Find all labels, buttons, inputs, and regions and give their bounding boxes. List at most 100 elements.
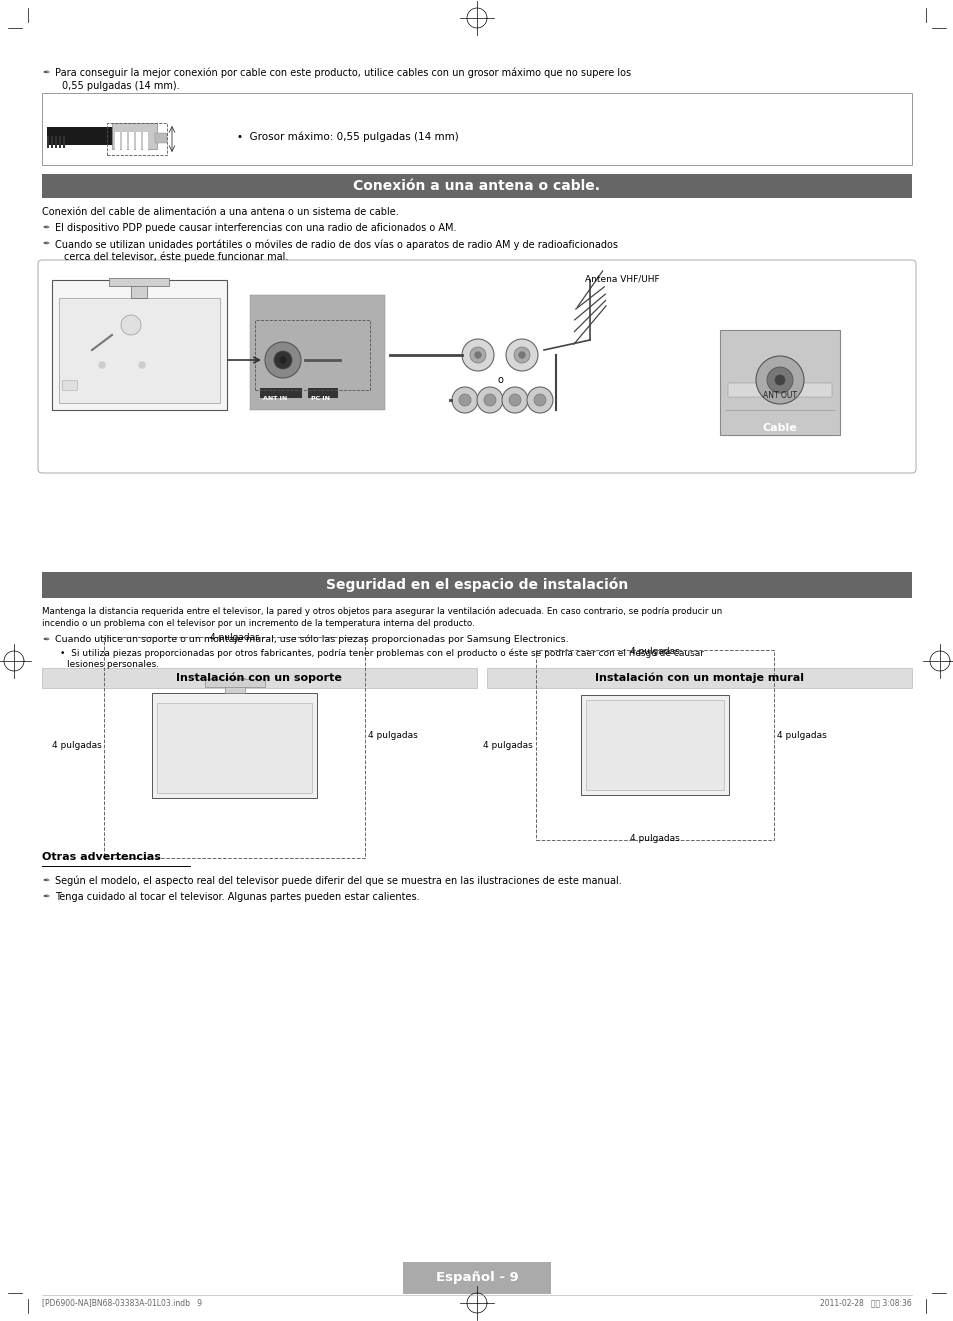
Bar bbox=[55, 136, 57, 148]
Text: ✒: ✒ bbox=[42, 239, 50, 248]
Circle shape bbox=[280, 357, 286, 363]
Text: 4 pulgadas: 4 pulgadas bbox=[483, 741, 533, 749]
Bar bbox=[115, 132, 120, 152]
Bar bbox=[63, 136, 65, 148]
Bar bbox=[254, 320, 370, 390]
Circle shape bbox=[461, 339, 494, 371]
Text: Tenga cuidado al tocar el televisor. Algunas partes pueden estar calientes.: Tenga cuidado al tocar el televisor. Alg… bbox=[55, 892, 419, 902]
Circle shape bbox=[534, 394, 545, 406]
Circle shape bbox=[774, 375, 784, 384]
Circle shape bbox=[505, 339, 537, 371]
Text: Cuando utilice un soporte o un montaje mural, use sólo las piezas proporcionadas: Cuando utilice un soporte o un montaje m… bbox=[55, 635, 568, 645]
Circle shape bbox=[475, 351, 480, 358]
Text: Instalación con un soporte: Instalación con un soporte bbox=[176, 672, 341, 683]
Circle shape bbox=[483, 394, 496, 406]
Bar bbox=[112, 123, 157, 149]
Bar bbox=[720, 330, 840, 435]
Bar bbox=[225, 678, 245, 692]
Bar bbox=[59, 299, 220, 403]
Circle shape bbox=[766, 367, 792, 394]
Text: incendio o un problema con el televisor por un incremento de la temperatura inte: incendio o un problema con el televisor … bbox=[42, 620, 475, 627]
Bar bbox=[260, 388, 302, 398]
Text: Conexión a una antena o cable.: Conexión a una antena o cable. bbox=[354, 180, 599, 193]
Circle shape bbox=[452, 387, 477, 413]
Circle shape bbox=[121, 314, 141, 336]
Text: ✒: ✒ bbox=[42, 67, 50, 77]
Text: ✒: ✒ bbox=[42, 892, 50, 901]
Text: 4 pulgadas: 4 pulgadas bbox=[630, 647, 679, 657]
Text: [PD6900-NA]BN68-03383A-01L03.indb   9: [PD6900-NA]BN68-03383A-01L03.indb 9 bbox=[42, 1299, 202, 1306]
Bar bbox=[42, 572, 911, 598]
Text: o: o bbox=[497, 375, 502, 384]
Text: PC IN: PC IN bbox=[311, 396, 330, 402]
Text: Para conseguir la mejor conexión por cable con este producto, utilice cables con: Para conseguir la mejor conexión por cab… bbox=[55, 67, 631, 78]
Bar bbox=[107, 123, 167, 155]
Circle shape bbox=[526, 387, 553, 413]
Text: 4 pulgadas: 4 pulgadas bbox=[776, 731, 826, 740]
Text: Antena VHF/UHF: Antena VHF/UHF bbox=[584, 275, 659, 284]
Circle shape bbox=[501, 387, 527, 413]
Text: 4 pulgadas: 4 pulgadas bbox=[210, 634, 259, 642]
Circle shape bbox=[265, 342, 301, 378]
Circle shape bbox=[274, 351, 292, 369]
Bar bbox=[585, 700, 723, 790]
Bar bbox=[727, 383, 831, 398]
Text: ✒: ✒ bbox=[42, 223, 50, 232]
Text: Cable: Cable bbox=[761, 423, 797, 433]
Text: Mantenga la distancia requerida entre el televisor, la pared y otros objetos par: Mantenga la distancia requerida entre el… bbox=[42, 608, 721, 617]
FancyBboxPatch shape bbox=[38, 260, 915, 473]
Text: 2011-02-28   오후 3:08:36: 2011-02-28 오후 3:08:36 bbox=[820, 1299, 911, 1306]
Bar bbox=[47, 127, 117, 145]
Bar bbox=[105, 637, 365, 857]
Text: 4 pulgadas: 4 pulgadas bbox=[630, 834, 679, 843]
Text: Cuando se utilizan unidades portátiles o móviles de radio de dos vías o aparatos: Cuando se utilizan unidades portátiles o… bbox=[55, 239, 618, 250]
Text: Otras advertencias: Otras advertencias bbox=[42, 852, 161, 863]
Bar bbox=[152, 692, 317, 798]
Text: •  Si utiliza piezas proporcionadas por otros fabricantes, podría tener problema: • Si utiliza piezas proporcionadas por o… bbox=[60, 649, 703, 658]
Circle shape bbox=[470, 347, 485, 363]
Bar bbox=[42, 668, 477, 688]
Circle shape bbox=[509, 394, 520, 406]
Circle shape bbox=[139, 362, 145, 369]
Bar bbox=[47, 136, 49, 148]
Circle shape bbox=[476, 387, 502, 413]
Text: Conexión del cable de alimentación a una antena o un sistema de cable.: Conexión del cable de alimentación a una… bbox=[42, 207, 398, 217]
Bar bbox=[131, 280, 147, 299]
Bar bbox=[42, 174, 911, 198]
Text: Según el modelo, el aspecto real del televisor puede diferir del que se muestra : Según el modelo, el aspecto real del tel… bbox=[55, 876, 621, 886]
Bar bbox=[205, 679, 265, 687]
Bar bbox=[250, 295, 385, 410]
Text: Español - 9: Español - 9 bbox=[436, 1272, 517, 1284]
Bar bbox=[52, 280, 227, 410]
Bar bbox=[42, 92, 911, 165]
Text: 4 pulgadas: 4 pulgadas bbox=[51, 741, 101, 749]
Bar bbox=[122, 132, 127, 152]
Text: ANT IN: ANT IN bbox=[263, 396, 287, 402]
Text: Instalación con un montaje mural: Instalación con un montaje mural bbox=[595, 672, 803, 683]
Bar bbox=[157, 703, 313, 793]
Text: El dispositivo PDP puede causar interferencias con una radio de aficionados o AM: El dispositivo PDP puede causar interfer… bbox=[55, 223, 456, 232]
Bar bbox=[402, 1262, 551, 1295]
Bar bbox=[51, 136, 53, 148]
Bar bbox=[62, 380, 77, 390]
Text: lesiones personales.: lesiones personales. bbox=[67, 660, 159, 668]
Text: 4 pulgadas: 4 pulgadas bbox=[368, 731, 417, 740]
Bar bbox=[486, 668, 911, 688]
Text: cerca del televisor, éste puede funcionar mal.: cerca del televisor, éste puede funciona… bbox=[64, 252, 288, 263]
Circle shape bbox=[755, 355, 803, 404]
Circle shape bbox=[99, 362, 105, 369]
Text: ANT OUT: ANT OUT bbox=[762, 391, 796, 400]
Bar bbox=[154, 133, 167, 143]
Bar bbox=[143, 132, 148, 152]
Bar bbox=[308, 388, 337, 398]
Text: ✒: ✒ bbox=[42, 635, 50, 645]
Bar bbox=[580, 695, 728, 795]
Bar bbox=[536, 650, 773, 840]
Text: •  Grosor máximo: 0,55 pulgadas (14 mm): • Grosor máximo: 0,55 pulgadas (14 mm) bbox=[236, 131, 458, 141]
Bar bbox=[59, 136, 61, 148]
Text: Seguridad en el espacio de instalación: Seguridad en el espacio de instalación bbox=[326, 577, 627, 592]
Circle shape bbox=[458, 394, 471, 406]
Text: 0,55 pulgadas (14 mm).: 0,55 pulgadas (14 mm). bbox=[62, 81, 179, 91]
Bar bbox=[129, 132, 133, 152]
Circle shape bbox=[514, 347, 530, 363]
